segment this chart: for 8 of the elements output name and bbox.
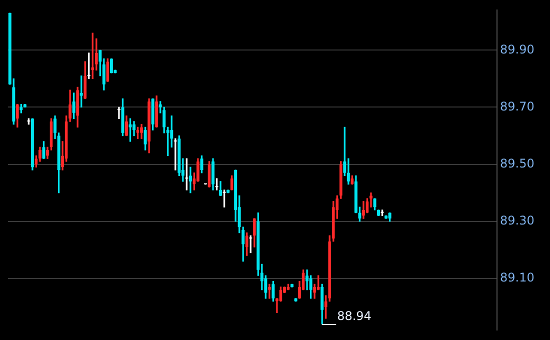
y-tick-label: 89.90 [500, 42, 534, 56]
annotation: 88.94 [337, 309, 372, 324]
y-tick-label: 89.70 [500, 99, 534, 114]
y-tick-label: 89.30 [500, 213, 534, 228]
y-tick-label: 89.50 [500, 156, 534, 170]
y-tick-label: 89.10 [500, 270, 534, 285]
candlestick [188, 166, 192, 194]
candlestick [117, 106, 120, 119]
